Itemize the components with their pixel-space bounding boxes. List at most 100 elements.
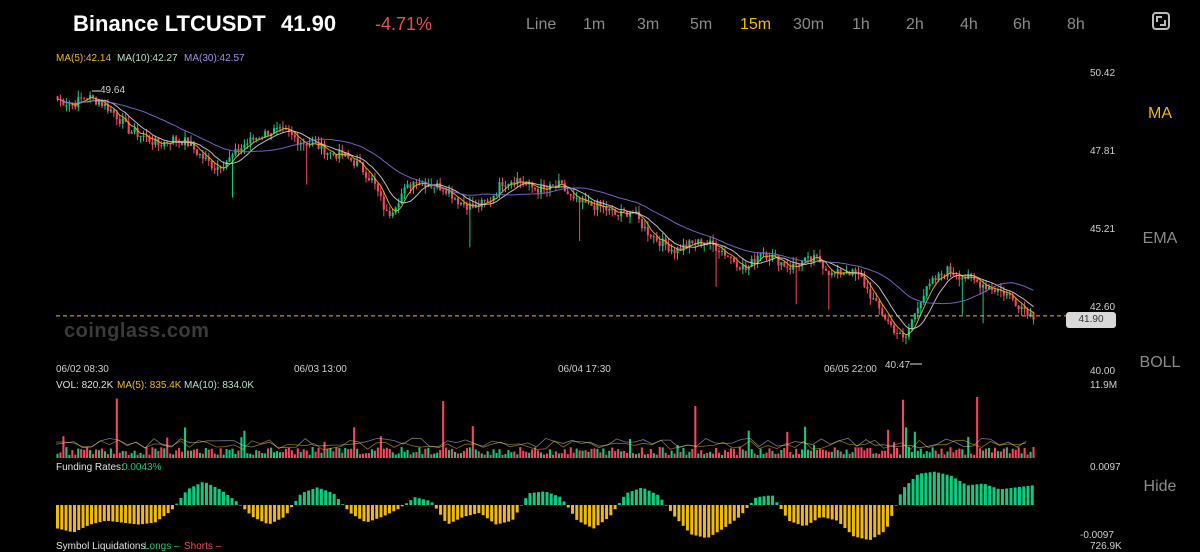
volume-bar (222, 454, 225, 458)
candle-body (281, 127, 284, 129)
volume-bar (901, 399, 905, 458)
volume-bar (919, 448, 922, 458)
funding-bar (370, 505, 374, 521)
volume-bar (922, 454, 925, 458)
funding-bar (873, 505, 877, 538)
indicator-ema[interactable]: EMA (1142, 230, 1178, 247)
candle-body (106, 103, 109, 112)
candle-body (290, 131, 293, 135)
volume-bar (513, 451, 516, 458)
funding-bar (217, 488, 221, 505)
tab-1m[interactable]: 1m (583, 16, 606, 33)
volume-bar (744, 450, 747, 458)
volume-bar (421, 454, 424, 458)
funding-bar (583, 505, 587, 525)
volume-bar (780, 450, 783, 458)
volume-bar (332, 451, 335, 458)
funding-bar (490, 505, 494, 522)
candle-body (614, 210, 617, 215)
volume-bar (275, 451, 279, 458)
funding-bar (783, 505, 787, 516)
tab-6h[interactable]: 6h (1013, 16, 1031, 33)
volume-bar (720, 454, 724, 458)
candle-body (68, 104, 71, 106)
volume-bar (106, 454, 109, 458)
volume-bar (961, 449, 964, 458)
tab-8h[interactable]: 8h (1067, 16, 1085, 33)
volume-ma10: MA(10): 834.0K (184, 380, 255, 391)
candle-body (468, 203, 471, 210)
funding-bar (932, 471, 936, 505)
candle-body (397, 203, 400, 208)
funding-bar (222, 491, 225, 505)
volume-bar (842, 454, 845, 458)
funding-bar (571, 505, 575, 514)
indicator-boll[interactable]: BOLL (1139, 354, 1181, 371)
volume-bar (557, 453, 560, 458)
candle-body (83, 98, 86, 100)
ma10-line (57, 98, 1034, 330)
volume-bar (412, 452, 415, 458)
fullscreen-icon[interactable] (1152, 12, 1170, 30)
volume-bar (1020, 453, 1023, 458)
candle-body (204, 157, 207, 159)
y-tick-label: 47.81 (1090, 146, 1116, 157)
funding-bar (826, 505, 830, 519)
candle-body (652, 236, 655, 238)
volume-bar (563, 449, 566, 458)
candle-body (605, 206, 608, 211)
indicator-ma[interactable]: MA (1148, 105, 1172, 122)
candle-body (326, 153, 329, 155)
volume-bar (762, 454, 765, 458)
funding-bar (992, 487, 996, 505)
funding-bar (617, 502, 621, 505)
tab-30m[interactable]: 30m (793, 16, 825, 33)
tab-4h[interactable]: 4h (960, 16, 978, 33)
candle-body (1011, 295, 1014, 300)
candle-body (234, 148, 237, 155)
volume-bar (578, 450, 581, 458)
candle-body (329, 152, 332, 154)
candle-body (195, 149, 198, 155)
volume-bar (189, 450, 193, 458)
volume-bar (192, 449, 195, 458)
volume-bar (540, 452, 543, 458)
candle-body (836, 269, 839, 275)
funding-bar (877, 505, 881, 535)
volume-bar (753, 453, 756, 458)
candle-body (795, 263, 798, 265)
funding-bar (860, 505, 864, 539)
candle-body (815, 255, 818, 257)
candle-body (409, 184, 412, 189)
volume-bar (453, 451, 457, 458)
funding-bar (660, 499, 664, 505)
tab-1h[interactable]: 1h (852, 16, 870, 33)
funding-bar (702, 505, 706, 538)
volume-bar (471, 426, 474, 458)
funding-bar (528, 493, 532, 505)
volume-bar (80, 449, 83, 458)
volume-bar (261, 452, 264, 458)
funding-bar (622, 496, 626, 505)
funding-bar (64, 505, 68, 531)
indicator-hide[interactable]: Hide (1143, 478, 1177, 495)
volume-bar (448, 450, 451, 458)
candle-body (747, 266, 750, 271)
candle-body (175, 136, 178, 142)
candle-body (258, 138, 261, 140)
funding-bar (162, 505, 166, 517)
funding-bar (68, 505, 72, 532)
tab-2h[interactable]: 2h (906, 16, 924, 33)
candle-body (136, 128, 139, 137)
tab-line[interactable]: Line (526, 16, 557, 33)
volume-bar (664, 452, 667, 458)
funding-bar (575, 505, 579, 520)
tab-3m[interactable]: 3m (637, 16, 660, 33)
candle-body (418, 182, 421, 184)
candle-body (373, 178, 376, 184)
tab-15m[interactable]: 15m (740, 16, 772, 33)
volume-bar (519, 447, 522, 458)
funding-bar (971, 484, 975, 505)
tab-5m[interactable]: 5m (690, 16, 713, 33)
